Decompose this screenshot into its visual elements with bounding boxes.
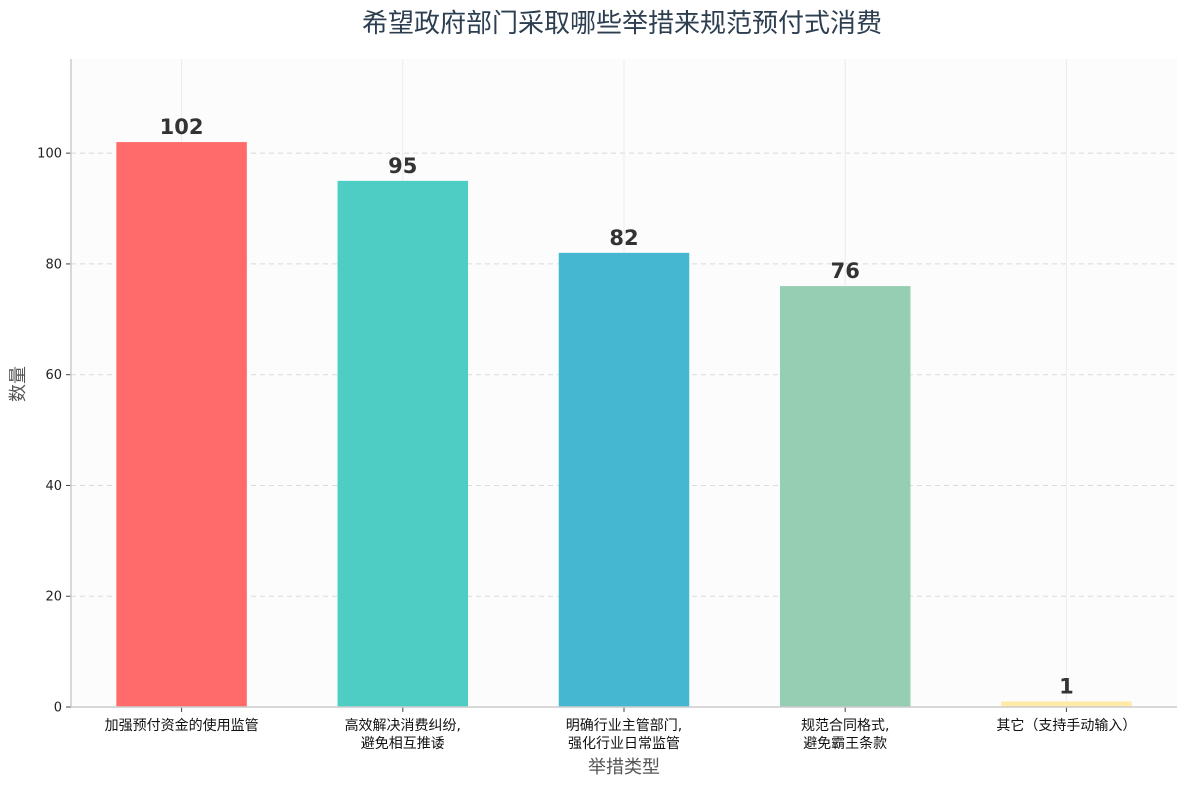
bar <box>1001 701 1132 707</box>
x-tick-label-line: 避免相互推诿 <box>361 736 445 752</box>
x-tick-label: 其它（支持手动输入） <box>996 717 1136 734</box>
x-tick-label: 加强预付资金的使用监管 <box>105 717 259 734</box>
data-label: 76 <box>831 259 860 283</box>
x-tick-label-line: 明确行业主管部门, <box>566 718 682 734</box>
x-tick-label-line: 高效解决消费纠纷, <box>345 717 461 734</box>
x-tick-label-line: 加强预付资金的使用监管 <box>105 717 259 734</box>
x-tick-label: 明确行业主管部门, 强化行业日常监管 <box>566 718 682 752</box>
x-tick-label-line: 避免霸王条款 <box>803 735 887 752</box>
data-labels: 102 95 82 76 1 <box>160 115 1074 698</box>
y-tick-label: 40 <box>45 479 62 494</box>
x-tick-label-line: 其它（支持手动输入） <box>996 717 1136 734</box>
data-label: 102 <box>160 115 204 139</box>
y-tick-label: 20 <box>45 590 62 605</box>
x-tick-label: 规范合同格式,避免霸王条款 <box>801 717 889 752</box>
y-tick-label: 60 <box>45 368 62 383</box>
bar <box>337 180 469 707</box>
y-tick-label: 80 <box>45 257 62 272</box>
x-tick-label: 高效解决消费纠纷, 避免相互推诿 <box>345 717 461 752</box>
bar <box>779 286 911 707</box>
bar <box>558 252 690 707</box>
y-axis-label: 数量 <box>8 366 29 402</box>
chart-title: 希望政府部门采取哪些举措来规范预付式消费 <box>362 9 882 39</box>
x-tick-label-line: 强化行业日常监管 <box>568 736 680 752</box>
data-label: 95 <box>388 154 417 178</box>
x-axis-label: 举措类型 <box>588 757 660 778</box>
x-category-labels: 加强预付资金的使用监管 高效解决消费纠纷, 避免相互推诿 明确行业主管部门, 强化行业日… <box>105 717 1137 752</box>
bars <box>116 142 1132 708</box>
data-label: 82 <box>609 226 638 250</box>
y-tick-label: 0 <box>54 701 62 716</box>
y-tick-label: 100 <box>37 147 62 162</box>
data-label: 1 <box>1059 674 1074 698</box>
axes <box>66 59 1177 712</box>
y-tick-labels: 0 20 40 60 80 100 <box>37 147 62 716</box>
bar <box>116 142 247 708</box>
x-tick-label-line: 规范合同格式, <box>801 717 889 734</box>
